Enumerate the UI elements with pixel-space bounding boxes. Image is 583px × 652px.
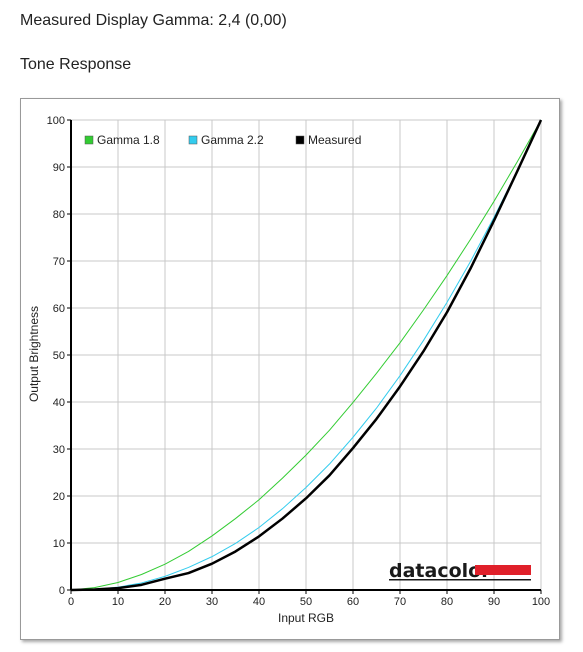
y-tick-label: 100 [47, 115, 65, 127]
y-tick-label: 0 [59, 585, 65, 597]
datacolor-logo-text: datacolor [389, 560, 491, 582]
datacolor-logo-bar [475, 565, 531, 575]
x-axis-label: Input RGB [278, 611, 334, 625]
y-tick-label: 40 [53, 397, 65, 409]
x-tick-label: 0 [68, 596, 74, 608]
datacolor-logo-underline [389, 579, 531, 581]
series-line-measured [70, 119, 543, 592]
legend-swatch [295, 135, 305, 145]
y-tick-label: 50 [53, 350, 65, 362]
y-axis-label: Output Brightness [27, 306, 41, 402]
legend-label: Gamma 1.8 [97, 133, 160, 147]
y-tick-label: 60 [53, 303, 65, 315]
x-tick-label: 80 [441, 596, 453, 608]
tone-response-heading: Tone Response [20, 56, 132, 73]
x-tick-label: 90 [488, 596, 500, 608]
tone-response-chart: 0 10 20 30 40 50 60 70 80 90 100 0 10 20 30 40 50 60 70 80 9… [27, 115, 551, 625]
legend-swatch [84, 135, 94, 145]
y-tick-label: 90 [53, 162, 65, 174]
y-tick-label: 30 [53, 444, 65, 456]
y-tick-label: 10 [53, 538, 65, 550]
series-line-gamma-2-2 [70, 119, 542, 591]
axes: 0 10 20 30 40 50 60 70 80 90 100 0 10 20 30 40 50 60 70 80 9… [47, 115, 551, 608]
datacolor-logo: datacolor [389, 560, 531, 582]
legend-label: Gamma 2.2 [201, 133, 264, 147]
y-tick-label: 70 [53, 256, 65, 268]
x-tick-label: 100 [532, 596, 550, 608]
legend: Gamma 1.8 Gamma 2.2 Measured [84, 133, 361, 147]
y-tick-label: 80 [53, 209, 65, 221]
x-tick-label: 50 [300, 596, 312, 608]
x-tick-label: 40 [253, 596, 265, 608]
measured-gamma-heading: Measured Display Gamma: 2,4 (0,00) [20, 12, 287, 29]
x-tick-label: 30 [206, 596, 218, 608]
x-tick-label: 20 [159, 596, 171, 608]
x-tick-label: 70 [394, 596, 406, 608]
series-line-gamma-1-8 [70, 119, 542, 591]
chart-frame: 0 10 20 30 40 50 60 70 80 90 100 0 10 20 30 40 50 60 70 80 9… [20, 98, 560, 640]
y-tick-label: 20 [53, 491, 65, 503]
series-lines [70, 119, 543, 592]
grid [71, 119, 542, 590]
x-tick-label: 10 [112, 596, 124, 608]
legend-label: Measured [308, 133, 361, 147]
x-tick-label: 60 [347, 596, 359, 608]
legend-swatch [188, 135, 198, 145]
